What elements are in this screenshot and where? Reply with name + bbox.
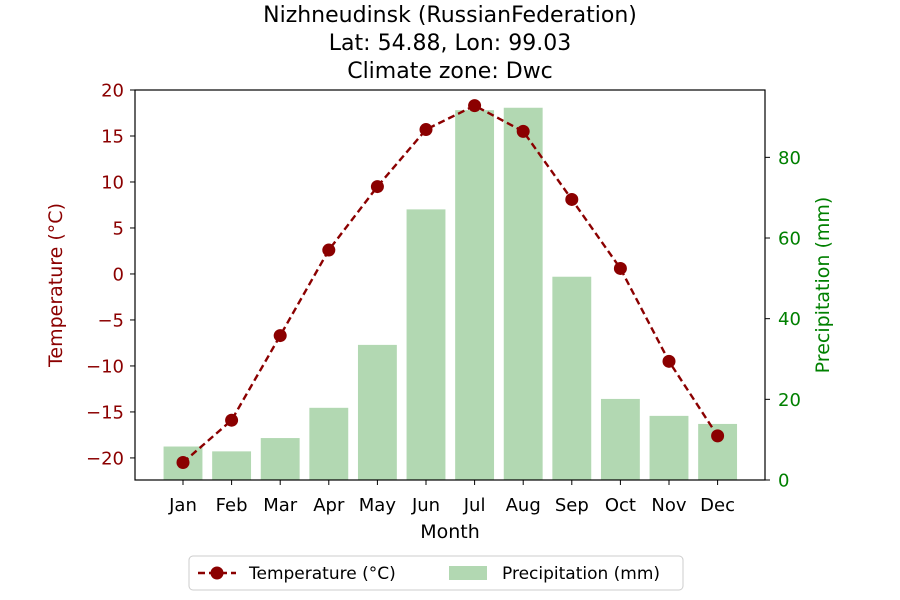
precipitation-bar-apr — [309, 407, 349, 480]
left-tick-label: 15 — [101, 126, 124, 147]
temperature-series-line — [182, 104, 719, 464]
legend: Temperature (°C) Precipitation (mm) — [188, 555, 684, 591]
left-tick-label: −10 — [86, 356, 124, 377]
x-tick-label: Nov — [651, 495, 686, 516]
temperature-point-nov — [662, 354, 676, 368]
x-tick-label: Jul — [463, 495, 486, 516]
precipitation-bar-sep — [552, 276, 592, 480]
x-tick-label: Feb — [216, 495, 248, 516]
precipitation-bar-nov — [649, 415, 689, 480]
plot-frame — [134, 89, 766, 481]
right-tick-label: 80 — [778, 148, 801, 169]
x-tick-label: Jan — [168, 495, 197, 516]
temperature-point-jun — [419, 123, 433, 137]
x-tick-label: Dec — [700, 495, 735, 516]
precipitation-bar-oct — [600, 398, 640, 480]
precipitation-bar-mar — [260, 438, 300, 480]
precipitation-bar-jun — [406, 209, 446, 480]
temperature-point-may — [370, 180, 384, 194]
chart-title-line-3: Climate zone: Dwc — [347, 59, 553, 84]
precipitation-bar-feb — [212, 451, 252, 480]
right-tick-label: 60 — [778, 229, 801, 250]
right-tick-label: 0 — [778, 471, 789, 492]
precipitation-bar-aug — [503, 107, 543, 480]
temperature-point-dec — [711, 429, 725, 443]
legend-temperature-label: Temperature (°C) — [248, 564, 396, 584]
x-tick-label: Mar — [263, 495, 298, 516]
temperature-point-oct — [613, 261, 627, 275]
chart-title-line-1: Nizhneudinsk (RussianFederation) — [263, 3, 637, 28]
x-axis-label: Month — [420, 521, 480, 543]
precipitation-bars — [163, 107, 738, 481]
temperature-point-jan — [176, 456, 190, 470]
precipitation-bar-jul — [455, 110, 495, 481]
left-tick-label: −15 — [86, 402, 124, 423]
right-axis-label: Precipitation (mm) — [812, 197, 834, 374]
left-tick-label: −20 — [86, 448, 124, 469]
temperature-point-aug — [516, 124, 530, 138]
left-axis-label: Temperature (°C) — [45, 203, 67, 368]
x-tick-label: Aug — [506, 495, 541, 516]
precipitation-bar-may — [357, 344, 397, 480]
left-tick-label: 5 — [113, 218, 124, 239]
x-tick-label: Jun — [411, 495, 440, 516]
x-tick-label: May — [359, 495, 397, 516]
temperature-point-sep — [565, 192, 579, 206]
temperature-point-apr — [322, 243, 336, 257]
x-tick-label: Apr — [313, 495, 345, 516]
x-tick-label: Sep — [555, 495, 589, 516]
left-tick-label: 20 — [101, 81, 124, 102]
right-tick-label: 20 — [778, 390, 801, 411]
left-tick-label: 0 — [113, 264, 124, 285]
right-axis-ticks: 0 20 40 60 80 — [765, 148, 801, 492]
legend-temperature-marker — [210, 566, 224, 580]
chart-title-line-2: Lat: 54.88, Lon: 99.03 — [329, 31, 571, 56]
chart-title: Nizhneudinsk (RussianFederation) Lat: 54… — [263, 3, 637, 84]
temperature-point-feb — [225, 413, 239, 427]
temperature-point-jul — [468, 99, 482, 113]
temperature-point-mar — [273, 329, 287, 343]
legend-precipitation-label: Precipitation (mm) — [502, 564, 660, 584]
x-tick-label: Oct — [605, 495, 636, 516]
left-tick-label: 10 — [101, 172, 124, 193]
x-axis-ticks: Jan Feb Mar Apr May Jun Jul Aug Sep Oct Nov Dec — [168, 480, 735, 516]
right-tick-label: 40 — [778, 309, 801, 330]
left-tick-label: −5 — [97, 310, 124, 331]
legend-precipitation-swatch — [449, 566, 487, 580]
left-axis-ticks: −20 −15 −10 −5 0 5 10 15 20 — [86, 81, 135, 469]
legend-frame — [188, 555, 684, 591]
temperature-line — [176, 99, 725, 470]
